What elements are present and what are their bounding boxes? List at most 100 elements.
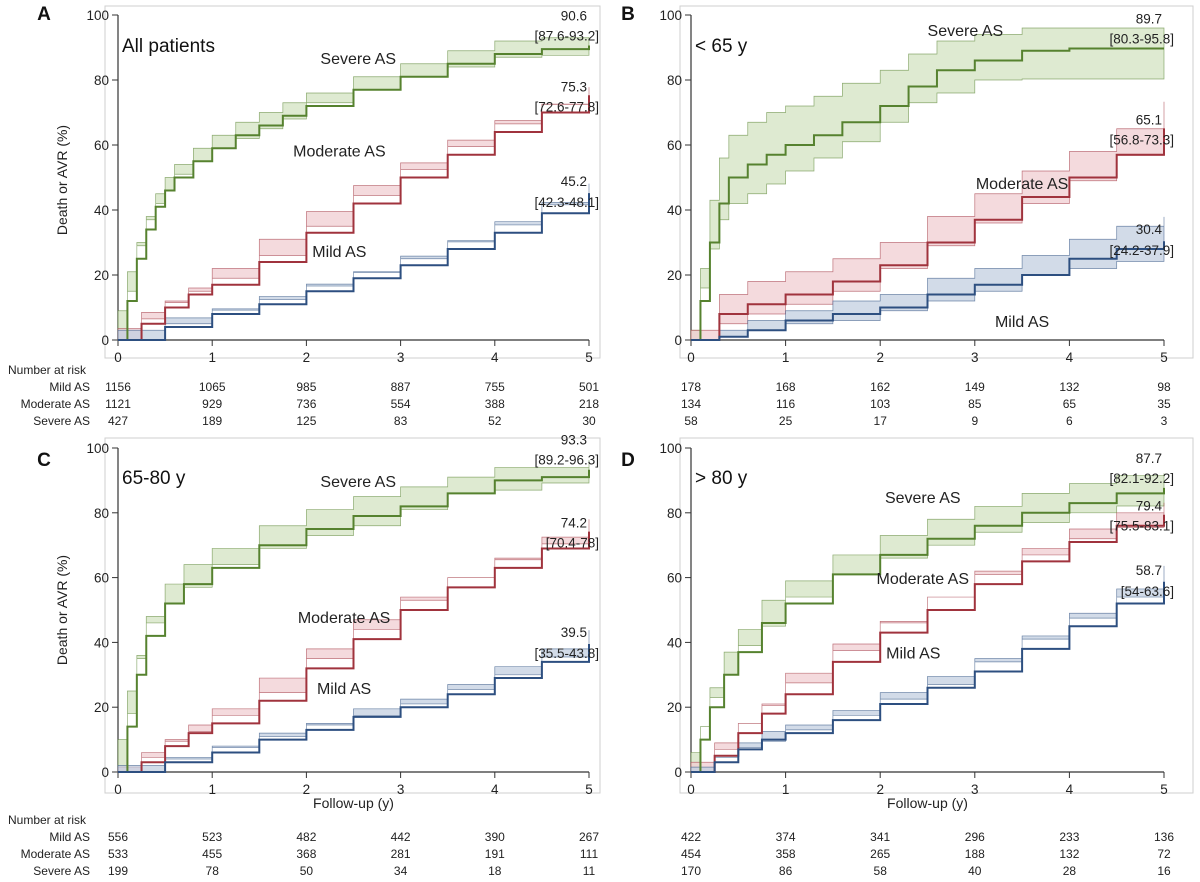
end-value-severe: 90.6 bbox=[561, 9, 587, 24]
ci-band-mild bbox=[691, 216, 1165, 341]
plot-frame bbox=[104, 437, 601, 794]
risk-count-moderate: 72 bbox=[1157, 847, 1171, 861]
curve-label-mild: Mild AS bbox=[995, 314, 1049, 331]
risk-count-severe: 16 bbox=[1157, 864, 1171, 878]
end-value-mild: 45.2 bbox=[561, 174, 587, 189]
subgroup-title: < 65 y bbox=[695, 36, 748, 57]
risk-count-mild: 98 bbox=[1157, 380, 1171, 394]
end-value-severe: 89.7 bbox=[1136, 11, 1162, 26]
risk-count-moderate: 281 bbox=[391, 847, 411, 861]
risk-count-severe: 11 bbox=[583, 864, 596, 878]
x-tick-label: 5 bbox=[1160, 350, 1168, 365]
risk-count-severe: 40 bbox=[968, 864, 982, 878]
km-curve-severe bbox=[691, 487, 1165, 773]
curve-label-severe: Severe AS bbox=[320, 51, 396, 68]
end-value-severe: 87.7 bbox=[1136, 451, 1162, 466]
x-tick-label: 5 bbox=[585, 782, 593, 797]
km-curve-severe bbox=[118, 469, 590, 773]
y-tick-label: 100 bbox=[659, 441, 682, 456]
risk-count-severe: 25 bbox=[779, 414, 793, 428]
risk-table-title: Number at risk bbox=[8, 813, 87, 827]
risk-count-moderate: 134 bbox=[681, 397, 701, 411]
y-tick-label: 80 bbox=[667, 506, 682, 521]
risk-count-moderate: 111 bbox=[580, 847, 599, 861]
x-tick-label: 5 bbox=[585, 350, 593, 365]
km-curve-moderate bbox=[118, 531, 590, 773]
risk-table-title: Number at risk bbox=[8, 363, 87, 377]
km-curve-severe bbox=[691, 47, 1164, 341]
risk-count-severe: 6 bbox=[1066, 414, 1073, 428]
risk-count-mild: 178 bbox=[681, 380, 701, 394]
end-ci-moderate: [56.8-73.3] bbox=[1109, 132, 1174, 147]
risk-count-mild: 501 bbox=[579, 380, 599, 394]
end-value-mild: 39.5 bbox=[561, 625, 587, 640]
risk-count-moderate: 265 bbox=[870, 847, 890, 861]
y-tick-label: 80 bbox=[667, 73, 682, 88]
risk-count-moderate: 454 bbox=[681, 847, 701, 861]
end-ci-severe: [80.3-95.8] bbox=[1109, 31, 1174, 46]
end-ci-mild: [42.3-48.1] bbox=[534, 195, 599, 210]
panel-letter: A bbox=[37, 4, 51, 25]
risk-count-moderate: 65 bbox=[1063, 397, 1077, 411]
risk-count-mild: 523 bbox=[202, 830, 222, 844]
risk-count-moderate: 455 bbox=[202, 847, 222, 861]
curve-label-mild: Mild AS bbox=[317, 681, 371, 698]
km-curve-moderate bbox=[118, 95, 590, 341]
risk-count-mild: 341 bbox=[870, 830, 890, 844]
x-tick-label: 4 bbox=[1066, 350, 1074, 365]
curve-label-moderate: Moderate AS bbox=[976, 176, 1069, 193]
x-tick-label: 0 bbox=[687, 782, 695, 797]
risk-count-severe: 34 bbox=[394, 864, 408, 878]
end-ci-moderate: [72.6-77.8] bbox=[534, 99, 599, 114]
risk-count-mild: 1065 bbox=[199, 380, 226, 394]
y-tick-label: 100 bbox=[659, 8, 682, 23]
risk-count-severe: 427 bbox=[108, 414, 128, 428]
x-tick-label: 1 bbox=[208, 782, 216, 797]
x-tick-label: 2 bbox=[303, 782, 311, 797]
risk-count-mild: 233 bbox=[1059, 830, 1079, 844]
ci-band-severe bbox=[690, 27, 1165, 341]
x-tick-label: 3 bbox=[397, 350, 405, 365]
risk-count-mild: 267 bbox=[579, 830, 599, 844]
end-ci-moderate: [70.4-78] bbox=[546, 536, 599, 551]
risk-count-severe: 189 bbox=[202, 414, 222, 428]
end-value-severe: 93.3 bbox=[561, 433, 587, 448]
risk-count-mild: 132 bbox=[1059, 380, 1079, 394]
end-value-moderate: 79.4 bbox=[1136, 499, 1163, 514]
risk-row-label-severe: Severe AS bbox=[33, 414, 90, 428]
risk-count-moderate: 929 bbox=[202, 397, 222, 411]
subgroup-title: All patients bbox=[122, 36, 215, 57]
y-tick-label: 60 bbox=[667, 571, 682, 586]
risk-count-moderate: 218 bbox=[579, 397, 599, 411]
x-tick-label: 3 bbox=[971, 350, 979, 365]
risk-count-severe: 125 bbox=[296, 414, 316, 428]
x-tick-label: 0 bbox=[114, 782, 122, 797]
x-tick-label: 4 bbox=[491, 782, 499, 797]
risk-count-severe: 58 bbox=[874, 864, 888, 878]
risk-count-moderate: 132 bbox=[1059, 847, 1079, 861]
risk-count-severe: 83 bbox=[394, 414, 408, 428]
end-value-moderate: 75.3 bbox=[561, 79, 587, 94]
panel-letter: B bbox=[621, 4, 635, 25]
risk-count-mild: 136 bbox=[1154, 830, 1174, 844]
risk-count-mild: 755 bbox=[485, 380, 505, 394]
y-tick-label: 100 bbox=[86, 8, 109, 23]
curve-label-severe: Severe AS bbox=[928, 23, 1004, 40]
risk-count-severe: 58 bbox=[684, 414, 698, 428]
end-ci-mild: [35.5-43.8] bbox=[534, 646, 599, 661]
y-tick-label: 0 bbox=[101, 765, 109, 780]
risk-count-severe: 86 bbox=[779, 864, 793, 878]
risk-row-label-mild: Mild AS bbox=[49, 830, 90, 844]
risk-count-mild: 390 bbox=[485, 830, 505, 844]
risk-count-moderate: 554 bbox=[391, 397, 411, 411]
risk-count-severe: 199 bbox=[108, 864, 128, 878]
y-tick-label: 60 bbox=[94, 571, 109, 586]
y-axis-title: Death or AVR (%) bbox=[54, 555, 70, 665]
risk-count-severe: 17 bbox=[874, 414, 888, 428]
risk-count-mild: 296 bbox=[965, 830, 985, 844]
y-tick-label: 40 bbox=[94, 635, 109, 650]
risk-count-mild: 422 bbox=[681, 830, 701, 844]
risk-count-moderate: 358 bbox=[776, 847, 796, 861]
y-tick-label: 20 bbox=[667, 700, 682, 715]
risk-count-severe: 28 bbox=[1063, 864, 1077, 878]
